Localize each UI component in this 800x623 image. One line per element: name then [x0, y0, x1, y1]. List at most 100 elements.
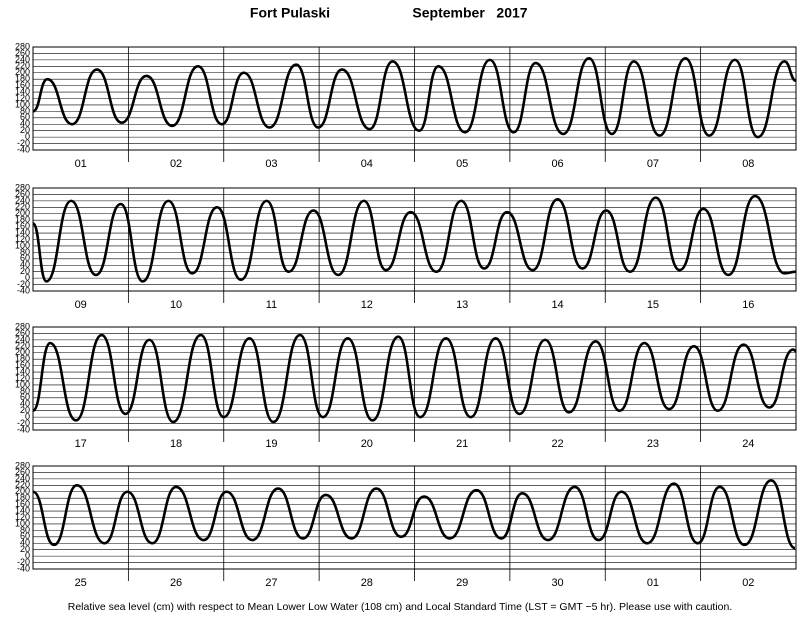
x-tick-label: 30: [551, 577, 563, 589]
y-tick-label: 240: [15, 54, 30, 64]
y-tick-label: 140: [15, 86, 30, 96]
x-tick-label: 06: [551, 158, 563, 170]
y-tick-label: 40: [20, 119, 30, 129]
y-tick-label: 100: [15, 240, 30, 250]
y-tick-label: 180: [15, 215, 30, 225]
x-tick-label: 21: [456, 438, 468, 450]
y-tick-label: 260: [15, 328, 30, 338]
y-tick-label: 140: [15, 366, 30, 376]
y-tick-label: 80: [20, 386, 30, 396]
x-tick-label: 18: [170, 438, 182, 450]
month-title: September 2017: [412, 5, 527, 21]
x-tick-label: 13: [456, 299, 468, 311]
footer-note: Relative sea level (cm) with respect to …: [68, 601, 733, 613]
x-tick-label: 27: [265, 577, 277, 589]
tide-line: [33, 56, 796, 139]
y-tick-label: 160: [15, 221, 30, 231]
y-tick-label: 60: [20, 392, 30, 402]
y-tick-label: 0: [25, 273, 30, 283]
y-tick-label: 280: [15, 460, 30, 470]
y-tick-label: 200: [15, 208, 30, 218]
y-tick-label: 240: [15, 195, 30, 205]
y-tick-label: 160: [15, 80, 30, 90]
x-tick-label: 11: [266, 299, 277, 311]
y-tick-label: 220: [15, 61, 30, 71]
y-tick-label: -40: [17, 424, 30, 434]
y-tick-label: 20: [20, 544, 30, 554]
y-tick-label: 40: [20, 399, 30, 409]
y-tick-label: 100: [15, 518, 30, 528]
y-tick-label: 40: [20, 538, 30, 548]
y-tick-label: 220: [15, 341, 30, 351]
y-tick-label: -20: [17, 138, 30, 148]
y-tick-label: 120: [15, 373, 30, 383]
y-tick-label: 20: [20, 125, 30, 135]
y-tick-label: -20: [17, 279, 30, 289]
y-tick-label: -20: [17, 418, 30, 428]
x-tick-label: 25: [75, 577, 87, 589]
tide-line: [33, 333, 796, 424]
y-tick-label: 60: [20, 253, 30, 263]
y-tick-label: 0: [25, 551, 30, 561]
y-tick-label: -20: [17, 557, 30, 567]
y-tick-label: 100: [15, 99, 30, 109]
x-tick-label: 05: [456, 158, 468, 170]
y-tick-label: 80: [20, 106, 30, 116]
x-tick-label: 24: [742, 438, 754, 450]
y-tick-label: -40: [17, 285, 30, 295]
x-tick-label: 19: [265, 438, 277, 450]
x-tick-label: 03: [265, 158, 277, 170]
y-tick-label: 280: [15, 182, 30, 192]
y-tick-label: 240: [15, 334, 30, 344]
y-tick-label: 40: [20, 260, 30, 270]
y-tick-label: 60: [20, 531, 30, 541]
y-tick-label: 80: [20, 525, 30, 535]
x-tick-label: 12: [361, 299, 373, 311]
y-tick-label: 0: [25, 132, 30, 142]
y-tick-label: 200: [15, 347, 30, 357]
x-tick-label: 17: [75, 438, 87, 450]
x-tick-label: 02: [742, 577, 754, 589]
y-tick-label: 180: [15, 354, 30, 364]
y-tick-label: 280: [15, 41, 30, 51]
y-tick-label: 0: [25, 412, 30, 422]
y-tick-label: 120: [15, 234, 30, 244]
y-tick-label: 200: [15, 67, 30, 77]
plot-frame: [32, 326, 797, 431]
x-tick-label: 01: [75, 158, 87, 170]
y-tick-label: 260: [15, 48, 30, 58]
y-tick-label: 140: [15, 227, 30, 237]
station-title: Fort Pulaski: [250, 5, 330, 21]
x-tick-label: 26: [170, 577, 182, 589]
y-tick-label: -40: [17, 144, 30, 154]
y-tick-label: 280: [15, 321, 30, 331]
plot-frame: [32, 187, 797, 292]
x-tick-label: 29: [456, 577, 468, 589]
x-tick-label: 08: [742, 158, 754, 170]
y-tick-label: 20: [20, 405, 30, 415]
x-tick-label: 28: [361, 577, 373, 589]
y-tick-label: 200: [15, 486, 30, 496]
y-tick-label: 260: [15, 467, 30, 477]
y-tick-label: 20: [20, 266, 30, 276]
x-tick-label: 09: [75, 299, 87, 311]
y-tick-label: 260: [15, 189, 30, 199]
x-tick-label: 23: [647, 438, 659, 450]
y-tick-label: 160: [15, 360, 30, 370]
y-tick-label: 220: [15, 480, 30, 490]
x-tick-label: 22: [551, 438, 563, 450]
x-tick-label: 16: [742, 299, 754, 311]
x-tick-label: 10: [170, 299, 182, 311]
y-tick-label: 140: [15, 505, 30, 515]
y-tick-label: 220: [15, 202, 30, 212]
y-tick-label: 240: [15, 473, 30, 483]
plot-frame: [32, 465, 797, 570]
x-tick-label: 15: [647, 299, 659, 311]
tide-line: [33, 194, 796, 283]
y-tick-label: 160: [15, 499, 30, 509]
x-tick-label: 20: [361, 438, 373, 450]
y-tick-label: -40: [17, 563, 30, 573]
y-tick-label: 100: [15, 379, 30, 389]
x-tick-label: 01: [647, 577, 659, 589]
